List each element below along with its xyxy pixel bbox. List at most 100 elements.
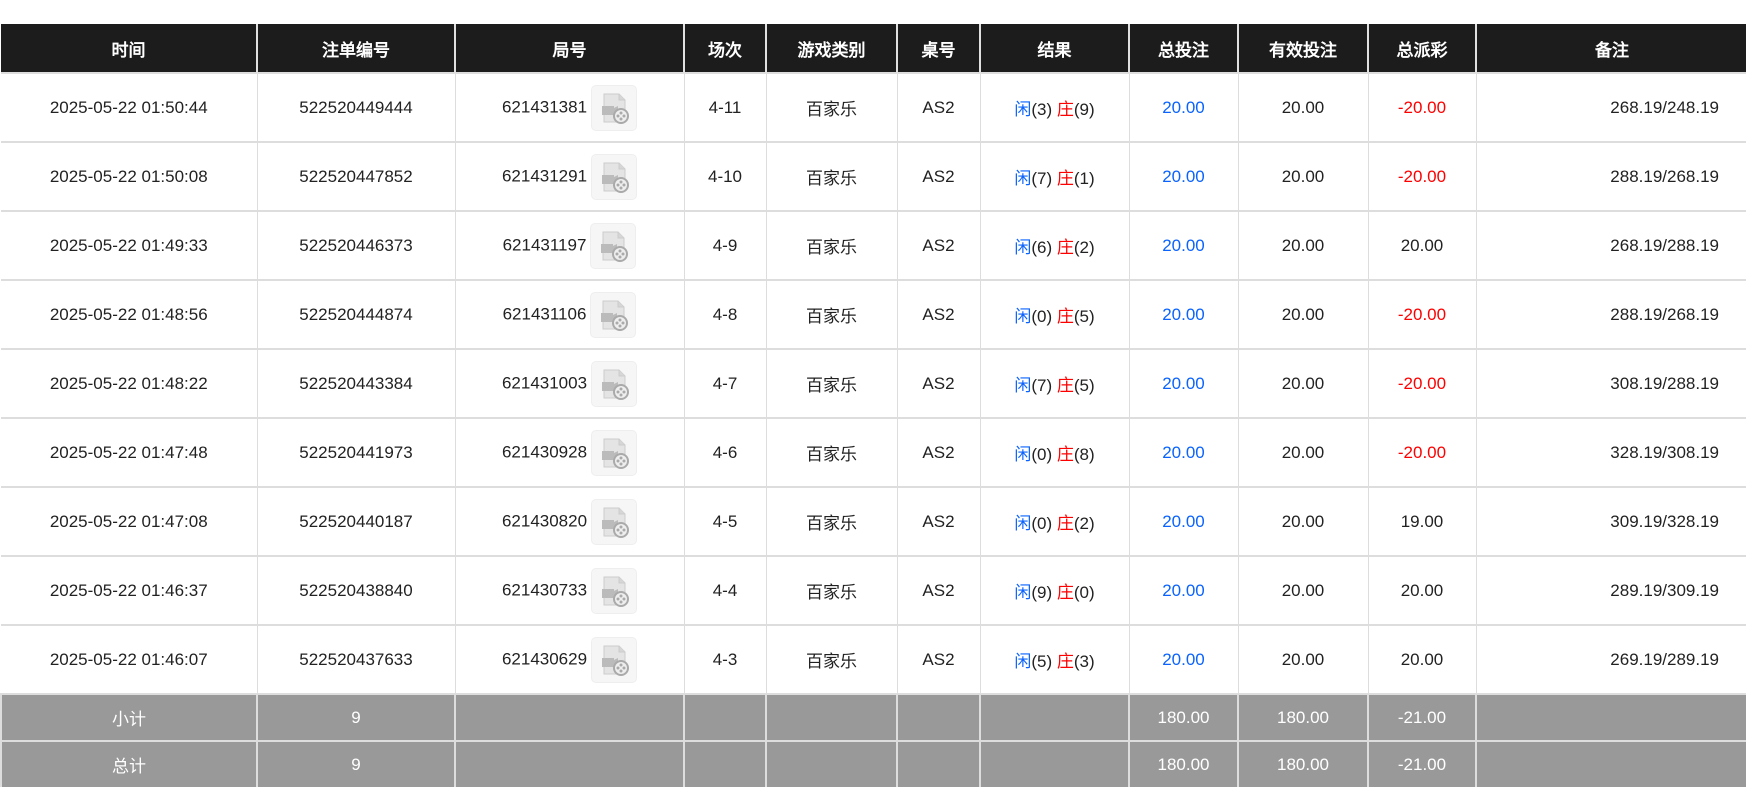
player-label: 闲 — [1014, 238, 1032, 257]
cell-valid-bet: 20.00 — [1237, 348, 1368, 418]
summary-empty-cell — [683, 693, 766, 741]
summary-empty-cell — [454, 693, 684, 741]
cell-note: 288.19/268.19 — [1475, 279, 1746, 349]
cell-total-bet: 20.00 — [1128, 624, 1238, 694]
table-row: 2025-05-22 01:48:22 522520443384 621431003… — [1, 348, 1746, 418]
cell-time: 2025-05-22 01:47:08 — [1, 486, 257, 556]
summary-empty-cell — [979, 740, 1129, 787]
cell-bet-id: 522520440187 — [256, 486, 455, 556]
player-label: 闲 — [1014, 100, 1032, 119]
subtotal-row: 小计 9 180.00 180.00 -21.00 — [0, 693, 1746, 741]
cell-valid-bet: 20.00 — [1237, 624, 1368, 694]
table-row: 2025-05-22 01:46:37 522520438840 621430733… — [1, 555, 1746, 625]
cell-table-no: AS2 — [896, 486, 980, 556]
summary-empty-cell — [683, 740, 766, 787]
cell-shoe: 4-3 — [683, 624, 766, 694]
banker-points: (3) — [1073, 652, 1095, 671]
cell-payout: -20.00 — [1367, 348, 1476, 418]
cell-shoe: 4-5 — [683, 486, 766, 556]
video-replay-icon[interactable] — [591, 153, 638, 200]
cell-round: 621431381 — [454, 72, 684, 142]
cell-note: 328.19/308.19 — [1475, 417, 1746, 487]
cell-shoe: 4-11 — [683, 72, 766, 142]
video-replay-icon[interactable] — [591, 429, 638, 476]
cell-time: 2025-05-22 01:46:07 — [1, 624, 257, 694]
column-header-time: 时间 — [1, 24, 257, 73]
cell-total-bet: 20.00 — [1128, 141, 1238, 211]
cell-total-bet: 20.00 — [1128, 348, 1238, 418]
player-label: 闲 — [1014, 169, 1032, 188]
cell-valid-bet: 20.00 — [1237, 210, 1368, 280]
cell-bet-id: 522520437633 — [256, 624, 455, 694]
cell-table-no: AS2 — [896, 210, 980, 280]
cell-note: 269.19/289.19 — [1475, 624, 1746, 694]
player-label: 闲 — [1014, 376, 1032, 395]
cell-valid-bet: 20.00 — [1237, 417, 1368, 487]
cell-payout: 20.00 — [1367, 210, 1476, 280]
video-replay-icon[interactable] — [591, 360, 638, 407]
table-row: 2025-05-22 01:49:33 522520446373 621431197… — [1, 210, 1746, 280]
table-row: 2025-05-22 01:46:07 522520437633 621430629… — [1, 624, 1746, 694]
video-replay-icon[interactable] — [590, 291, 637, 338]
cell-result: 闲(3) 庄(9) — [979, 72, 1129, 142]
banker-label: 庄 — [1056, 652, 1074, 671]
cell-result: 闲(7) 庄(1) — [979, 141, 1129, 211]
player-points: (7) — [1031, 169, 1053, 188]
cell-game-type: 百家乐 — [765, 417, 897, 487]
cell-game-type: 百家乐 — [765, 279, 897, 349]
summary-note — [1475, 693, 1746, 741]
banker-points: (5) — [1073, 376, 1095, 395]
round-number: 621431003 — [501, 372, 588, 392]
cell-total-bet: 20.00 — [1128, 279, 1238, 349]
round-number: 621430733 — [501, 579, 588, 599]
column-header-shoe: 场次 — [683, 24, 766, 73]
round-number: 621431381 — [501, 96, 588, 116]
cell-result: 闲(5) 庄(3) — [979, 624, 1129, 694]
banker-points: (5) — [1073, 307, 1095, 326]
table-row: 2025-05-22 01:47:48 522520441973 621430928… — [1, 417, 1746, 487]
cell-game-type: 百家乐 — [765, 210, 897, 280]
column-header-payout: 总派彩 — [1367, 24, 1476, 73]
summary-empty-cell — [454, 740, 684, 787]
video-replay-icon[interactable] — [591, 636, 638, 683]
cell-game-type: 百家乐 — [765, 141, 897, 211]
summary-count: 9 — [256, 740, 455, 787]
banker-points: (2) — [1073, 514, 1095, 533]
table-row: 2025-05-22 01:50:44 522520449444 621431381… — [1, 72, 1746, 142]
round-number: 621430928 — [501, 441, 588, 461]
video-replay-icon[interactable] — [591, 567, 638, 614]
column-header-game-type: 游戏类别 — [765, 24, 897, 73]
player-points: (6) — [1031, 238, 1053, 257]
cell-shoe: 4-6 — [683, 417, 766, 487]
cell-round: 621430928 — [454, 417, 684, 487]
summary-payout: -21.00 — [1367, 693, 1476, 741]
summary-empty-cell — [765, 693, 897, 741]
cell-game-type: 百家乐 — [765, 486, 897, 556]
cell-valid-bet: 20.00 — [1237, 279, 1368, 349]
summary-empty-cell — [765, 740, 897, 787]
banker-points: (2) — [1073, 238, 1095, 257]
cell-note: 309.19/328.19 — [1475, 486, 1746, 556]
banker-points: (0) — [1073, 583, 1095, 602]
cell-shoe: 4-9 — [683, 210, 766, 280]
table-row: 2025-05-22 01:47:08 522520440187 621430820… — [1, 486, 1746, 556]
cell-game-type: 百家乐 — [765, 624, 897, 694]
player-points: (0) — [1031, 514, 1053, 533]
cell-valid-bet: 20.00 — [1237, 555, 1368, 625]
cell-result: 闲(9) 庄(0) — [979, 555, 1129, 625]
banker-label: 庄 — [1056, 514, 1074, 533]
cell-total-bet: 20.00 — [1128, 72, 1238, 142]
cell-note: 268.19/288.19 — [1475, 210, 1746, 280]
cell-bet-id: 522520441973 — [256, 417, 455, 487]
video-replay-icon[interactable] — [591, 498, 638, 545]
banker-label: 庄 — [1056, 100, 1074, 119]
player-label: 闲 — [1014, 445, 1032, 464]
cell-bet-id: 522520447852 — [256, 141, 455, 211]
header-row: 时间 注单编号 局号 场次 游戏类别 桌号 结果 总投注 有效投注 总派彩 备注 — [1, 24, 1746, 73]
cell-payout: -20.00 — [1367, 72, 1476, 142]
video-replay-icon[interactable] — [591, 84, 638, 131]
cell-result: 闲(0) 庄(2) — [979, 486, 1129, 556]
table-row: 2025-05-22 01:48:56 522520444874 621431106… — [1, 279, 1746, 349]
column-header-note: 备注 — [1475, 24, 1746, 73]
video-replay-icon[interactable] — [590, 222, 637, 269]
